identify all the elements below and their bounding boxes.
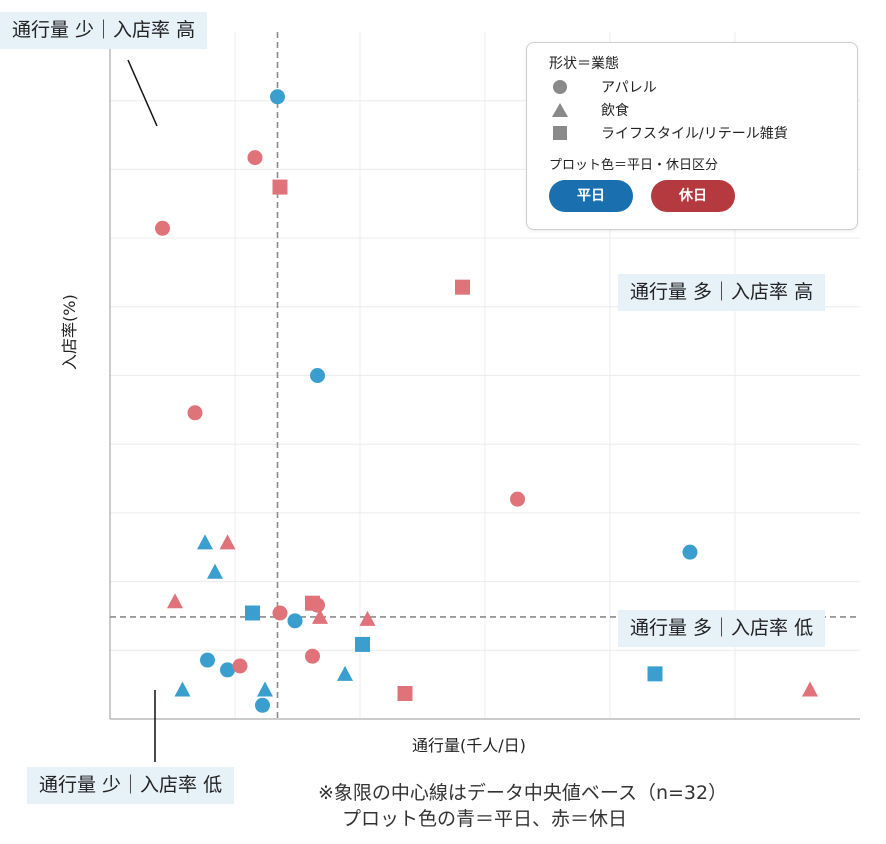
legend-shape-title: 形状＝業態 bbox=[549, 56, 619, 72]
data-point-square bbox=[397, 685, 413, 701]
y-axis-label: 入店率(%) bbox=[60, 294, 79, 370]
data-point-triangle bbox=[207, 563, 223, 579]
leader-line-top-left bbox=[127, 59, 158, 127]
legend-holiday-pill: 休日 bbox=[651, 180, 735, 212]
data-point-circle bbox=[200, 652, 215, 668]
legend-label: ライフスタイル/リテール雑貨 bbox=[601, 126, 788, 142]
data-point-circle bbox=[305, 648, 320, 664]
quadrant-label-bottom-left: 通行量 少｜入店率 低 bbox=[27, 767, 235, 804]
data-point-circle bbox=[155, 220, 170, 236]
data-point-triangle bbox=[257, 681, 273, 697]
data-point-circle bbox=[272, 605, 288, 621]
data-point-square bbox=[647, 666, 663, 682]
data-point-circle bbox=[255, 697, 270, 713]
data-point-triangle bbox=[337, 665, 353, 681]
circle-icon bbox=[553, 80, 567, 94]
data-point-triangle bbox=[174, 681, 191, 697]
x-axis-label: 通行量(千人/日) bbox=[412, 736, 526, 755]
legend-weekday-pill: 平日 bbox=[549, 180, 633, 212]
data-point-triangle bbox=[197, 534, 213, 550]
data-point-triangle bbox=[802, 681, 818, 697]
footnote-colors: プロット色の青＝平日、赤＝休日 bbox=[342, 808, 628, 830]
legend: 形状＝業態 アパレル 飲食 ライフスタイル/リテール雑貨 プロット色＝平日・休日… bbox=[526, 42, 858, 230]
data-points bbox=[155, 89, 818, 713]
data-point-circle bbox=[682, 544, 698, 560]
quadrant-label-top-right: 通行量 多｜入店率 高 bbox=[618, 274, 826, 311]
legend-label: アパレル bbox=[601, 80, 657, 96]
data-point-square bbox=[455, 279, 470, 295]
data-point-square bbox=[245, 605, 260, 621]
data-point-circle bbox=[270, 89, 285, 105]
data-point-circle bbox=[220, 662, 235, 678]
footnote-median: ※象限の中心線はデータ中央値ベース（n=32） bbox=[318, 782, 728, 804]
legend-color-title: プロット色＝平日・休日区分 bbox=[549, 158, 719, 173]
data-point-square bbox=[355, 636, 370, 652]
data-point-circle bbox=[310, 368, 325, 383]
quadrant-label-bottom-right: 通行量 多｜入店率 低 bbox=[618, 610, 826, 647]
axes bbox=[109, 32, 860, 720]
quadrant-leader-lines bbox=[127, 59, 158, 762]
data-point-circle bbox=[287, 613, 303, 629]
data-point-circle bbox=[510, 491, 525, 507]
data-point-triangle bbox=[359, 610, 376, 626]
data-point-triangle bbox=[219, 534, 236, 550]
data-point-square bbox=[305, 595, 320, 611]
data-point-triangle bbox=[167, 593, 183, 609]
data-point-square bbox=[272, 179, 288, 195]
legend-label: 飲食 bbox=[601, 103, 629, 119]
data-point-triangle bbox=[312, 608, 328, 624]
triangle-icon bbox=[552, 103, 568, 117]
data-point-circle bbox=[187, 405, 203, 421]
data-point-circle bbox=[232, 658, 248, 674]
data-point-circle bbox=[247, 150, 263, 166]
quadrant-label-top-left: 通行量 少｜入店率 高 bbox=[0, 12, 208, 49]
square-icon bbox=[553, 126, 567, 140]
